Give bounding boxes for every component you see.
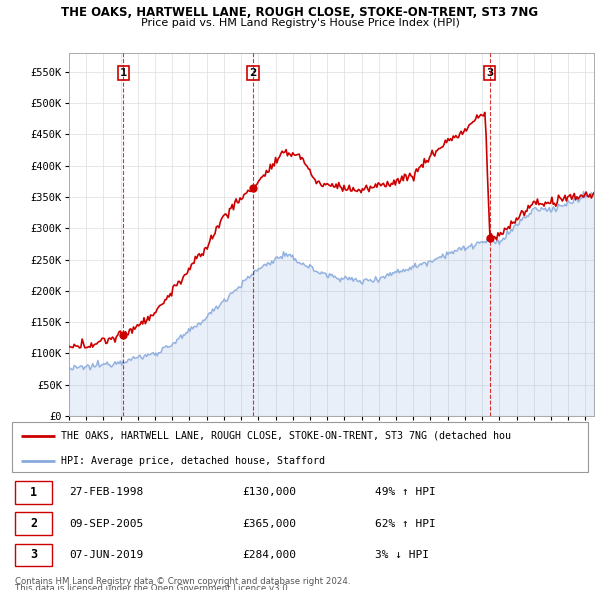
- Text: £284,000: £284,000: [242, 550, 296, 560]
- FancyBboxPatch shape: [15, 513, 52, 535]
- Text: THE OAKS, HARTWELL LANE, ROUGH CLOSE, STOKE-ON-TRENT, ST3 7NG (detached hou: THE OAKS, HARTWELL LANE, ROUGH CLOSE, ST…: [61, 431, 511, 441]
- Text: 3: 3: [486, 68, 493, 78]
- Text: 3% ↓ HPI: 3% ↓ HPI: [375, 550, 429, 560]
- Text: 07-JUN-2019: 07-JUN-2019: [70, 550, 144, 560]
- Text: 49% ↑ HPI: 49% ↑ HPI: [375, 487, 436, 497]
- Text: Contains HM Land Registry data © Crown copyright and database right 2024.: Contains HM Land Registry data © Crown c…: [15, 577, 350, 586]
- Text: Price paid vs. HM Land Registry's House Price Index (HPI): Price paid vs. HM Land Registry's House …: [140, 18, 460, 28]
- Text: 2: 2: [30, 517, 37, 530]
- Text: £365,000: £365,000: [242, 519, 296, 529]
- Text: 27-FEB-1998: 27-FEB-1998: [70, 487, 144, 497]
- Text: HPI: Average price, detached house, Stafford: HPI: Average price, detached house, Staf…: [61, 456, 325, 466]
- Text: THE OAKS, HARTWELL LANE, ROUGH CLOSE, STOKE-ON-TRENT, ST3 7NG: THE OAKS, HARTWELL LANE, ROUGH CLOSE, ST…: [61, 6, 539, 19]
- Text: 2: 2: [250, 68, 257, 78]
- Text: This data is licensed under the Open Government Licence v3.0.: This data is licensed under the Open Gov…: [15, 584, 290, 590]
- Text: 1: 1: [30, 486, 37, 499]
- Text: 62% ↑ HPI: 62% ↑ HPI: [375, 519, 436, 529]
- FancyBboxPatch shape: [15, 543, 52, 566]
- Text: 1: 1: [119, 68, 127, 78]
- FancyBboxPatch shape: [15, 481, 52, 504]
- Text: 3: 3: [30, 548, 37, 561]
- Text: £130,000: £130,000: [242, 487, 296, 497]
- Text: 09-SEP-2005: 09-SEP-2005: [70, 519, 144, 529]
